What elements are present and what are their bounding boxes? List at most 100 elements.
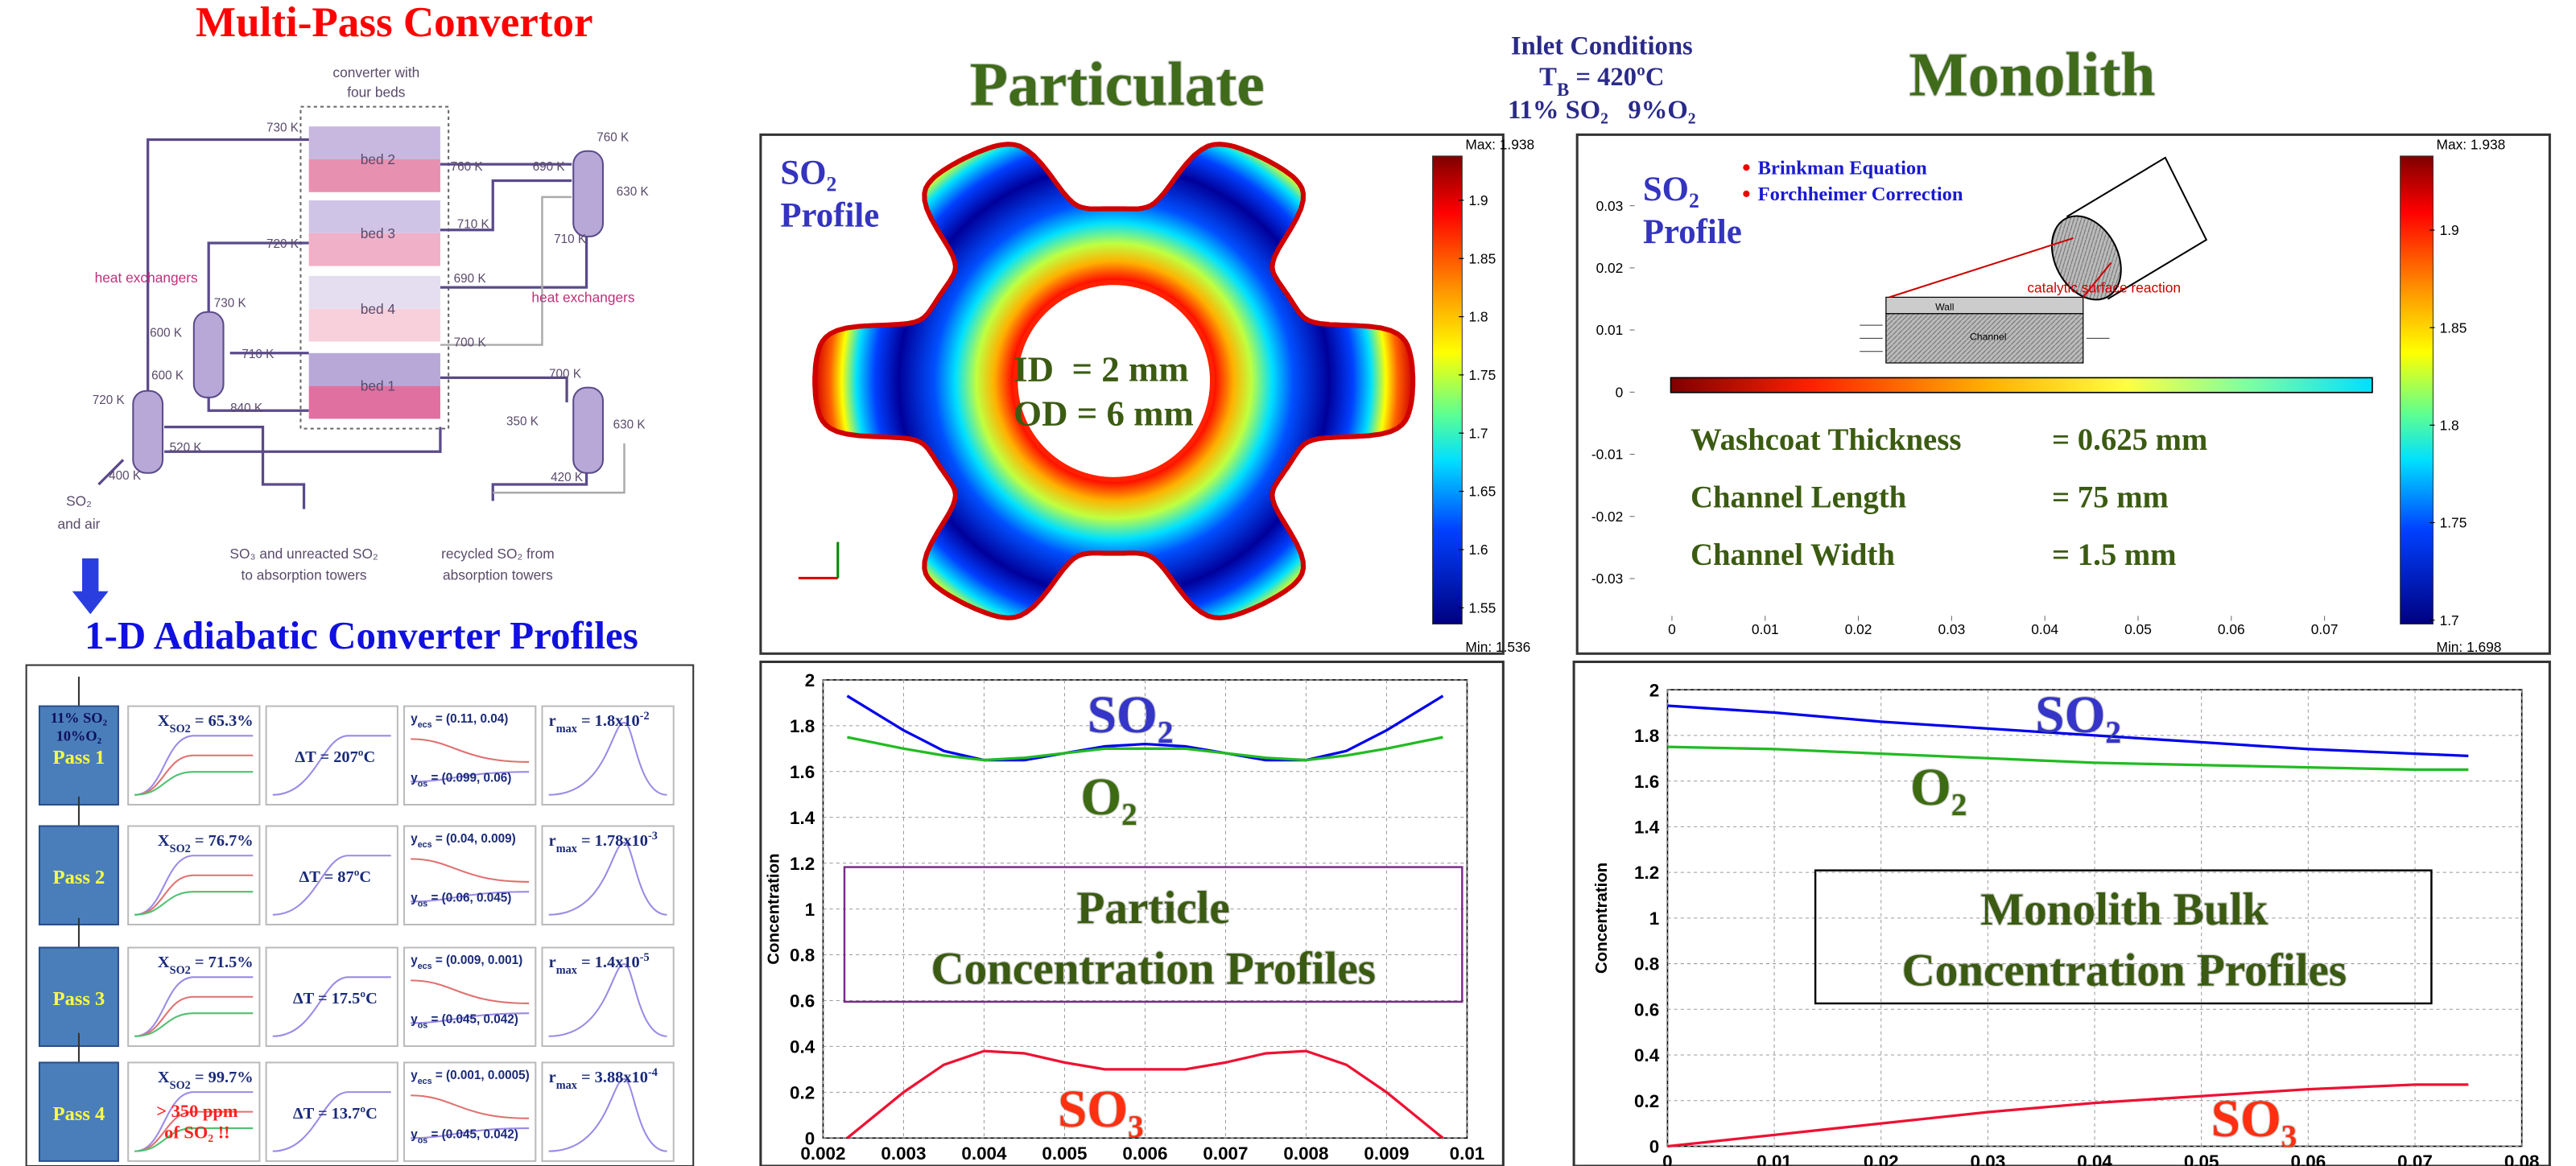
bullet [1743, 191, 1749, 197]
channel-strip [1671, 377, 2372, 392]
y-ecs-part: ecs [418, 1077, 432, 1086]
y-tick-label: 0.01 [1596, 322, 1624, 338]
y-tick-label: 1.6 [1634, 772, 1659, 792]
r-max-part: = 3.88x10 [577, 1069, 648, 1086]
temperature-label: 720 K [266, 237, 299, 251]
y-tick-label: 1 [805, 900, 815, 920]
pass-label: Pass 3 [53, 988, 105, 1010]
y-tick-label: 0.2 [790, 1083, 815, 1103]
temperature-label: 600 K [151, 369, 184, 382]
spec-label: Washcoat Thickness [1690, 422, 1961, 457]
y-os-part: = (0.045, 0.042) [427, 1127, 518, 1141]
conversion-part: = 65.3% [191, 712, 254, 730]
poster: Multi-Pass Convertorconverter withfour b… [0, 0, 2576, 1166]
panel-title: Particulate [970, 50, 1265, 119]
x-tick-label: 0.003 [881, 1143, 926, 1164]
temperature-label: 690 K [454, 272, 487, 286]
conversion-part: X [158, 1069, 170, 1086]
y-os-part: os [418, 899, 428, 908]
conversion-part: SO2 [170, 843, 191, 855]
y-os-part: = (0.099, 0.06) [427, 771, 511, 785]
y-tick-label: 1.4 [790, 808, 815, 828]
x-tick-label: 0.02 [1864, 1152, 1899, 1166]
x-tick-label: 0.03 [1938, 621, 1965, 637]
conversion-part: X [158, 954, 170, 971]
series-label: SO₂ [2035, 686, 2121, 744]
temperature-label: 350 K [506, 415, 539, 429]
colorbar-tick-label: 1.85 [1468, 250, 1496, 266]
x-tick-label: 0.008 [1283, 1143, 1328, 1164]
temperature-label: 700 K [454, 336, 487, 350]
y-tick-label: 1 [1649, 908, 1659, 929]
feed-label: 10%O₂ [56, 727, 102, 744]
diagram-label: heat exchangers [531, 290, 634, 306]
y-tick-label: 0.4 [1634, 1045, 1660, 1065]
y-tick-label: 0 [1649, 1137, 1659, 1157]
warning: of SO₂ !! [164, 1122, 230, 1142]
conversion-part: X [158, 832, 170, 850]
colorbar-max: Max: 1.938 [1465, 137, 1534, 153]
temperature-label: 520 K [170, 441, 203, 455]
y-tick-label: 0.03 [1596, 198, 1624, 214]
diagram-label: to absorption towers [242, 567, 367, 583]
series-label: SO₃ [2211, 1090, 2297, 1148]
diagram-label: heat exchangers [95, 270, 198, 286]
inlet-temperature: TB = 420ºC [1539, 63, 1664, 99]
temperature-label: 400 K [109, 469, 142, 483]
series-label: SO₃ [1058, 1081, 1144, 1139]
annotation-text: Concentration Profiles [931, 943, 1376, 994]
r-max-part: max [556, 723, 578, 735]
diagram-label: recycled SO₂ from [441, 546, 555, 562]
y-tick-label: 1.8 [1634, 726, 1659, 746]
y-tick-label: 0.6 [790, 991, 815, 1011]
delta-t: ΔT = 13.7ºC [293, 1105, 378, 1123]
colorbar [2401, 156, 2434, 624]
panel-title: Monolith [1909, 39, 2156, 109]
y-tick-label: 2 [1649, 680, 1659, 700]
y-ecs-part: = (0.04, 0.009) [432, 832, 516, 846]
profile-label: Profile [780, 197, 879, 235]
y-tick-label: 0.8 [1634, 954, 1659, 974]
annotation-text: Concentration Profiles [1901, 946, 2347, 996]
bullet-text: Forchheimer Correction [1758, 183, 1963, 205]
warning: > 350 ppm [156, 1101, 238, 1121]
x-tick-label: 0.005 [1042, 1143, 1087, 1164]
x-tick-label: 0.002 [800, 1143, 845, 1164]
colorbar-tick-label: 1.9 [1468, 192, 1488, 208]
y-os-part: = (0.045, 0.042) [427, 1012, 518, 1026]
y-axis-label: Concentration [765, 853, 782, 964]
r-max-part: max [556, 1079, 578, 1092]
r-max-exp: -3 [648, 830, 658, 843]
feed-label: 11% SO₂ [51, 710, 108, 726]
x-tick-label: 0.02 [1845, 621, 1872, 637]
temperature-label: 630 K [617, 185, 650, 199]
inlet-composition: 11% SO₂ 9%O₂ [1508, 96, 1696, 125]
y-tick-label: 0.2 [1634, 1091, 1659, 1111]
annotation-text: Monolith Bulk [1980, 884, 2268, 935]
x-tick-label: 0.01 [1757, 1152, 1792, 1166]
temperature-label: 720 K [93, 393, 126, 407]
colorbar-tick-label: 1.9 [2440, 222, 2459, 238]
x-tick-label: 0.05 [2124, 621, 2152, 637]
x-tick-label: 0.06 [2291, 1152, 2326, 1166]
y-ecs-part: ecs [418, 720, 432, 730]
dimension-label: ID = 2 mm [1013, 348, 1189, 389]
series-label: O₂ [1910, 759, 1967, 817]
spec-label: Channel Length [1690, 480, 1906, 515]
r-max-exp: -5 [640, 951, 650, 964]
x-tick-label: 0.04 [2077, 1152, 2112, 1166]
y-tick-label: 0.8 [790, 946, 815, 966]
x-tick-label: 0.07 [2397, 1152, 2433, 1166]
x-tick-label: 0.006 [1122, 1143, 1167, 1164]
diagram-label: SO₃ and unreacted SO₂ [229, 546, 378, 562]
colorbar-tick-label: 1.55 [1468, 599, 1496, 616]
y-tick-label: 0.02 [1596, 260, 1624, 276]
conversion-part: X [158, 712, 170, 730]
x-tick-label: 0.009 [1364, 1143, 1409, 1164]
conversion-part: SO2 [170, 1079, 191, 1092]
colorbar-tick-label: 1.7 [2440, 612, 2459, 628]
down-arrow [72, 558, 109, 614]
temperature-label: 630 K [613, 418, 646, 432]
y-tick-label: 0 [1616, 384, 1624, 400]
y-tick-label: 1.8 [790, 716, 815, 736]
